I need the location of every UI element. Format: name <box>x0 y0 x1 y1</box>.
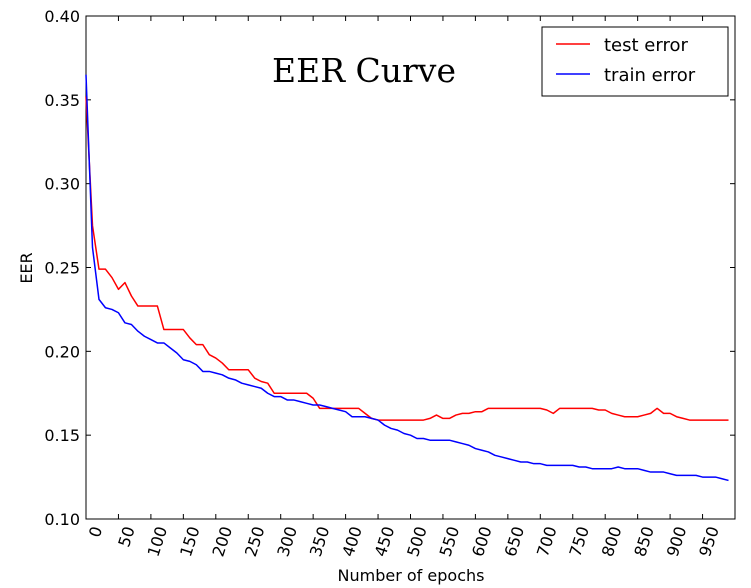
series-lines <box>85 74 729 482</box>
y-tick-label: 0.15 <box>44 426 80 445</box>
y-axis-ticks: 0.10 0.15 0.20 0.25 0.30 0.35 0.40 <box>44 7 735 529</box>
legend-label-test-error: test error <box>604 35 688 56</box>
y-tick-label: 0.40 <box>44 7 80 26</box>
series-line-test-error <box>85 96 729 421</box>
y-axis-label: EER <box>17 252 36 283</box>
y-tick-label: 0.10 <box>44 510 80 529</box>
series-line-train-error <box>85 74 729 482</box>
y-tick-label: 0.35 <box>44 91 80 110</box>
y-tick-label: 0.30 <box>44 175 80 194</box>
legend-label-train-error: train error <box>604 65 696 86</box>
y-tick-label: 0.25 <box>44 259 80 278</box>
legend: test error train error <box>541 26 729 97</box>
y-tick-label: 0.20 <box>44 342 80 361</box>
x-axis-label: Number of epochs <box>338 566 485 585</box>
legend-box <box>541 26 729 97</box>
chart-title: EER Curve <box>272 51 456 90</box>
